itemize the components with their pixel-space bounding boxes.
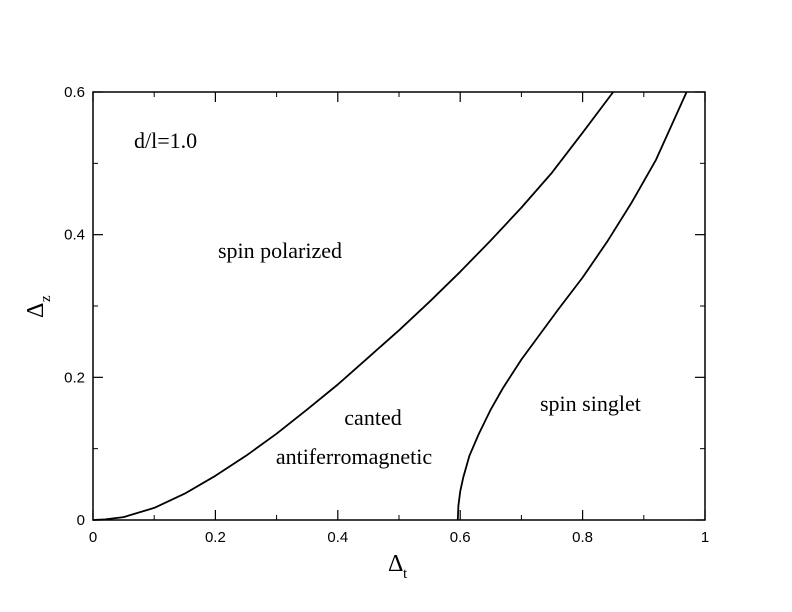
y-axis-symbol: Δ: [23, 303, 49, 318]
x-axis-symbol: Δ: [388, 551, 403, 577]
param-annotation: d/l=1.0: [134, 128, 197, 153]
x-tick-label: 0.8: [572, 529, 593, 546]
polarized-canted-boundary: [92, 91, 614, 521]
y-tick-label: 0.4: [64, 227, 85, 244]
spin-singlet-label: spin singlet: [540, 391, 641, 416]
y-tick-label: 0: [77, 512, 85, 529]
x-tick-label: 0.6: [450, 529, 471, 546]
x-axis-subscript: t: [403, 566, 408, 582]
antiferromagnetic-label: antiferromagnetic: [276, 444, 433, 469]
canted-singlet-boundary: [456, 91, 688, 521]
canted-label: canted: [344, 405, 401, 430]
y-axis-label: Δ z: [23, 295, 54, 318]
x-tick-label: 1: [701, 529, 709, 546]
phase-boundaries: [92, 91, 688, 521]
spin-polarized-label: spin polarized: [218, 238, 342, 263]
tick-labels: 0 0.2 0.4 0.6 0.8 1 0 0.2 0.4 0.6: [64, 84, 709, 546]
ticks: [92, 91, 706, 521]
x-tick-label: 0.4: [327, 529, 348, 546]
x-tick-label: 0.2: [205, 529, 226, 546]
y-tick-label: 0.2: [64, 369, 85, 386]
y-axis-subscript: z: [38, 295, 54, 302]
x-axis-label: Δ t: [388, 551, 408, 582]
x-tick-label: 0: [89, 529, 97, 546]
y-tick-label: 0.6: [64, 84, 85, 101]
